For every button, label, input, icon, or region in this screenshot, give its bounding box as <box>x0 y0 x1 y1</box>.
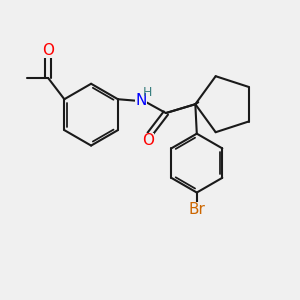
Text: H: H <box>142 86 152 99</box>
Text: N: N <box>135 93 146 108</box>
Text: O: O <box>142 133 154 148</box>
Text: Br: Br <box>188 202 205 217</box>
Text: O: O <box>42 43 54 58</box>
